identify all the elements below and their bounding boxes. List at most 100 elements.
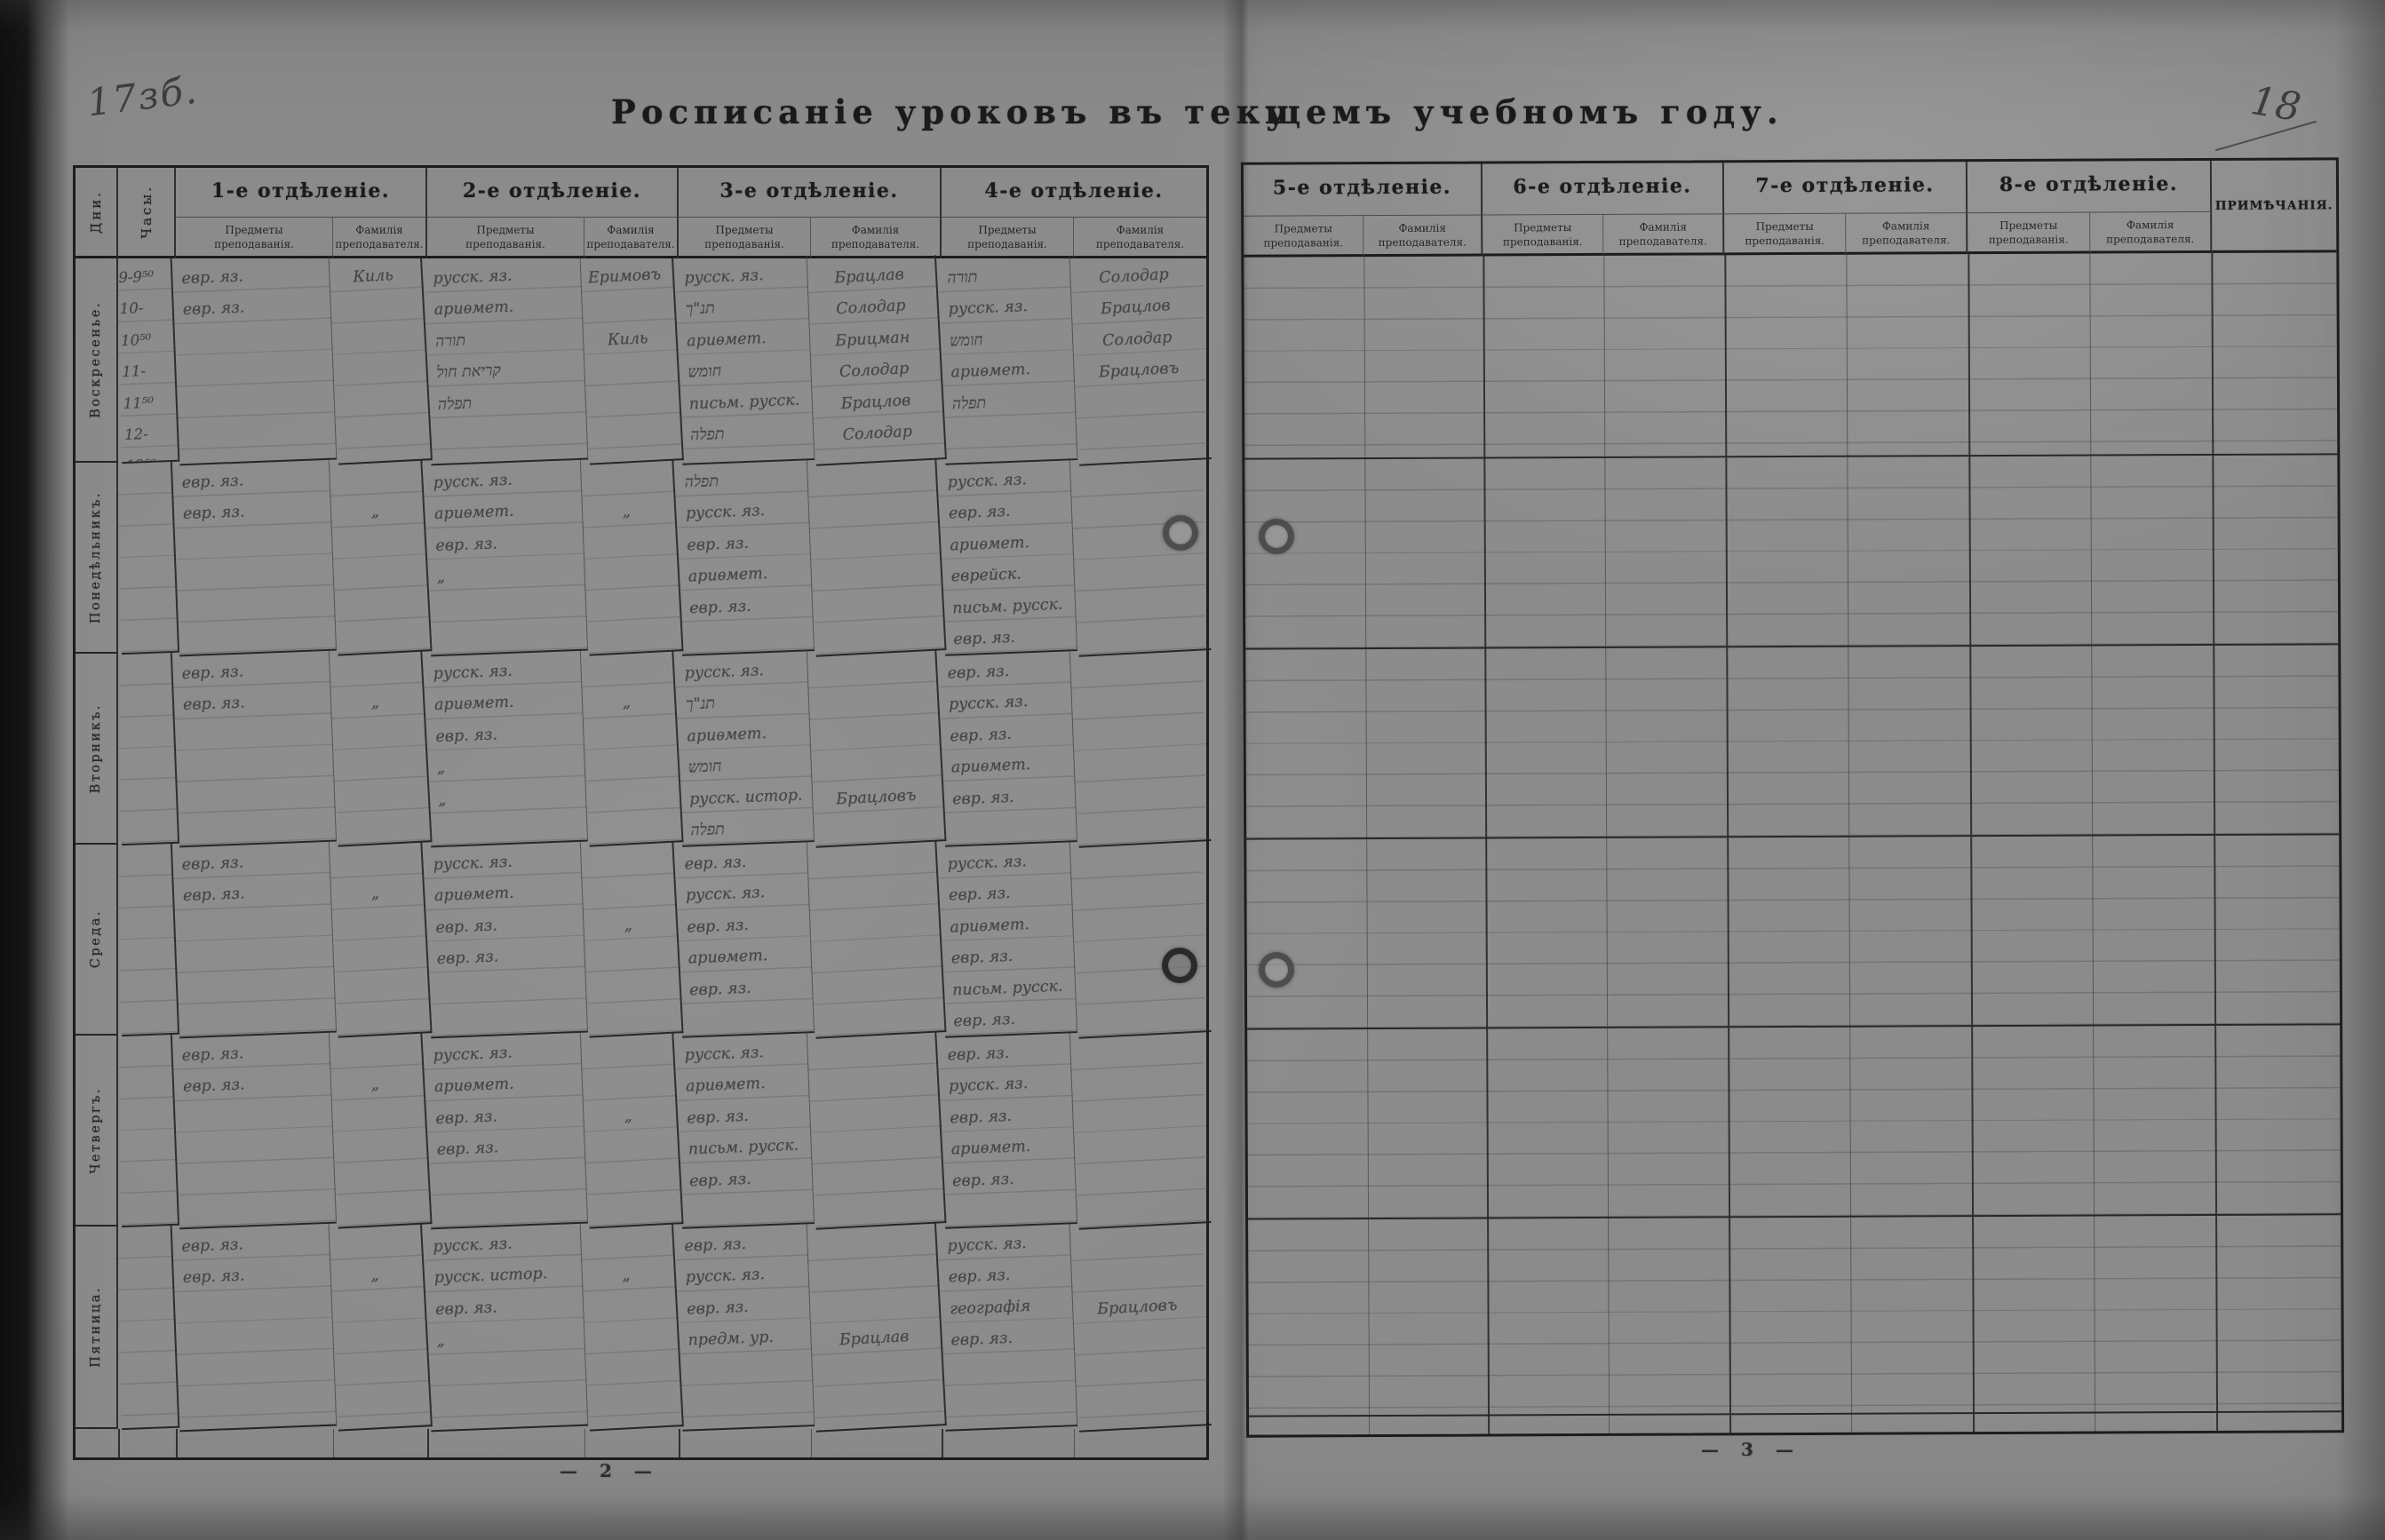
- subjects-cell: русск. яз. евр. яз. ариѳмет. еврейск. пи…: [937, 460, 1078, 656]
- section-header-1: 1-е отдѣленіе.: [176, 168, 427, 218]
- empty-schedule-row: [1247, 1025, 2341, 1220]
- subheader-teacher: Фамилія преподавателя.: [1603, 214, 1725, 256]
- teacher-cell: Брацловъ: [806, 650, 947, 848]
- subheader-subjects: Предметы преподаванія.: [1483, 214, 1604, 257]
- subheader-subjects: Предметы преподаванія.: [1244, 216, 1364, 258]
- subheader-subjects: Предметы преподаванія.: [427, 218, 584, 258]
- section-header-3: 3-е отдѣленіе.: [679, 168, 942, 218]
- page-title-left: Росписаніе уроковъ въ теку: [611, 92, 1292, 131]
- subjects-cell: русск. яз. ариѳмет. евр. яз. евр. яз.: [423, 1032, 589, 1230]
- subjects-cell: евр. яз. русск. яз. евр. яз. ариѳмет. ев…: [937, 651, 1078, 847]
- day-label-cell: Воскресенье.: [76, 258, 118, 463]
- teacher-cell: Брацловъ: [1069, 1223, 1212, 1433]
- hours-column-label: Часы.: [138, 185, 155, 239]
- day-label: Пятница.: [89, 1286, 103, 1368]
- teacher-cell: [1069, 1032, 1212, 1230]
- subjects-cell: евр. яз. русск. яз. евр. яз. ариѳмет. ев…: [937, 1033, 1078, 1229]
- punch-hole: [1162, 948, 1197, 983]
- teacher-cell: „: [579, 1033, 684, 1229]
- subjects-cell: русск. яз. ариѳмет. תורה קריאת חול תפלה: [423, 255, 589, 466]
- folio-number-right: 18: [2247, 77, 2304, 131]
- day-label-cell: Вторникъ.: [76, 654, 118, 845]
- teacher-cell: „: [579, 460, 684, 656]
- hours-cell: [114, 1034, 180, 1228]
- page-number-left: — 2 —: [560, 1460, 660, 1481]
- subheader-subjects: Предметы преподаванія.: [176, 218, 333, 258]
- subheader-teacher: Фамилія преподавателя.: [1846, 213, 1968, 255]
- hours-cell: [114, 1225, 180, 1431]
- subheader-teacher: Фамилія преподавателя.: [811, 218, 942, 258]
- teacher-cell: [1069, 459, 1212, 657]
- subjects-cell: русск. яз. евр. яз. географія евр. яз.: [937, 1224, 1078, 1432]
- page-number-right: — 3 —: [1701, 1439, 1801, 1460]
- teacher-cell: [806, 1032, 947, 1230]
- page-top-shadow: [0, 0, 2385, 30]
- teacher-cell: „: [579, 651, 684, 847]
- teacher-cell: Брацлав: [806, 1223, 947, 1433]
- empty-schedule-row: [1245, 645, 2340, 840]
- teacher-cell: „: [579, 1224, 684, 1432]
- subjects-cell: русск. яз. תנ"ך ариѳмет. חומש русск. ист…: [674, 651, 815, 847]
- teacher-cell: „: [328, 1033, 433, 1229]
- hours-cell: [114, 652, 180, 846]
- teacher-cell: [1069, 650, 1212, 848]
- schedule-table-right: 5-е отдѣленіе. 6-е отдѣленіе. 7-е отдѣле…: [1240, 157, 2345, 1438]
- day-label-cell: Понедѣльникъ.: [76, 463, 118, 654]
- table-bottom-strip: [76, 1429, 1206, 1457]
- subheader-subjects: Предметы преподаванія.: [679, 218, 811, 258]
- subheader-teacher: Фамилія преподавателя.: [1074, 218, 1206, 258]
- punch-hole: [1163, 515, 1198, 551]
- section-header-5: 5-е отдѣленіе.: [1243, 163, 1483, 217]
- page-bottom-shadow: [0, 1496, 2385, 1540]
- punch-hole: [1259, 952, 1294, 988]
- empty-schedule-row: [1244, 455, 2339, 650]
- teacher-cell: [1069, 841, 1212, 1039]
- empty-schedule-row: [1248, 1215, 2342, 1417]
- subheader-subjects: Предметы преподаванія.: [1724, 213, 1847, 256]
- notes-column-header: ПРИМѢЧАНІЯ.: [2211, 160, 2337, 253]
- subjects-cell: евр. яз. евр. яз.: [171, 255, 338, 466]
- teacher-cell: [806, 841, 947, 1039]
- section-header-7: 7-е отдѣленіе.: [1723, 162, 1968, 215]
- hours-column-header: Часы.: [118, 168, 176, 258]
- teacher-cell: Еримовъ Киль: [579, 256, 684, 465]
- subheader-subjects: Предметы преподаванія.: [1968, 212, 2091, 255]
- subjects-cell: евр. яз. евр. яз.: [171, 650, 338, 848]
- subjects-cell: евр. яз. евр. яз.: [171, 1032, 338, 1230]
- subjects-cell: русск. яз. תנ"ך ариѳмет. חומש письм. рус…: [674, 256, 815, 465]
- subjects-cell: תורה русск. яз. חומש ариѳмет. תפלה: [937, 256, 1078, 465]
- subjects-cell: русск. яз. ариѳмет. евр. яз. „: [423, 459, 589, 657]
- teacher-cell: Солодар Брацлов Солодар Брацловъ: [1069, 255, 1212, 466]
- day-label: Четвергъ.: [89, 1086, 103, 1174]
- section-header-8: 8-е отдѣленіе.: [1967, 160, 2213, 214]
- folio-number-left: 17зб.: [84, 67, 201, 125]
- book-binding-edge: [0, 0, 69, 1540]
- subjects-cell: русск. яз. русск. истор. евр. яз. „: [423, 1223, 589, 1433]
- subjects-cell: русск. яз. евр. яз. ариѳмет. евр. яз. пи…: [937, 842, 1078, 1038]
- schedule-table-left: Дни. Часы. 1-е отдѣленіе. 2-е отдѣленіе.…: [73, 165, 1212, 1460]
- page-right-shadow: [2336, 0, 2385, 1540]
- teacher-cell: „: [579, 842, 684, 1038]
- subjects-cell: евр. яз. русск. яз. евр. яз. предм. ур.: [674, 1224, 815, 1432]
- section-header-2: 2-е отдѣленіе.: [427, 168, 679, 218]
- subjects-cell: תפלה русск. яз. евр. яз. ариѳмет. евр. я…: [674, 460, 815, 656]
- teacher-cell: [806, 459, 947, 657]
- subjects-cell: русск. яз. ариѳмет. евр. яз. „ „: [423, 650, 589, 848]
- hours-cell: [114, 461, 180, 655]
- day-label: Понедѣльникъ.: [89, 490, 103, 624]
- hours-cell: [114, 843, 180, 1037]
- day-label-cell: Четвергъ.: [76, 1036, 118, 1226]
- subheader-teacher: Фамилія преподавателя.: [2090, 211, 2213, 254]
- teacher-cell: „: [328, 651, 433, 847]
- days-column-label: Дни.: [88, 190, 104, 234]
- subheader-teacher: Фамилія преподавателя.: [1363, 215, 1483, 258]
- punch-hole: [1259, 519, 1294, 554]
- empty-schedule-row: [1246, 835, 2341, 1030]
- subheader-teacher: Фамилія преподавателя.: [333, 218, 427, 258]
- subjects-cell: евр. яз. евр. яз.: [171, 1223, 338, 1433]
- days-column-header: Дни.: [76, 168, 118, 258]
- section-header-6: 6-е отдѣленіе.: [1482, 163, 1725, 216]
- subjects-cell: русск. яз. ариѳмет. евр. яз. евр. яз.: [423, 841, 589, 1039]
- day-label: Среда.: [89, 909, 103, 969]
